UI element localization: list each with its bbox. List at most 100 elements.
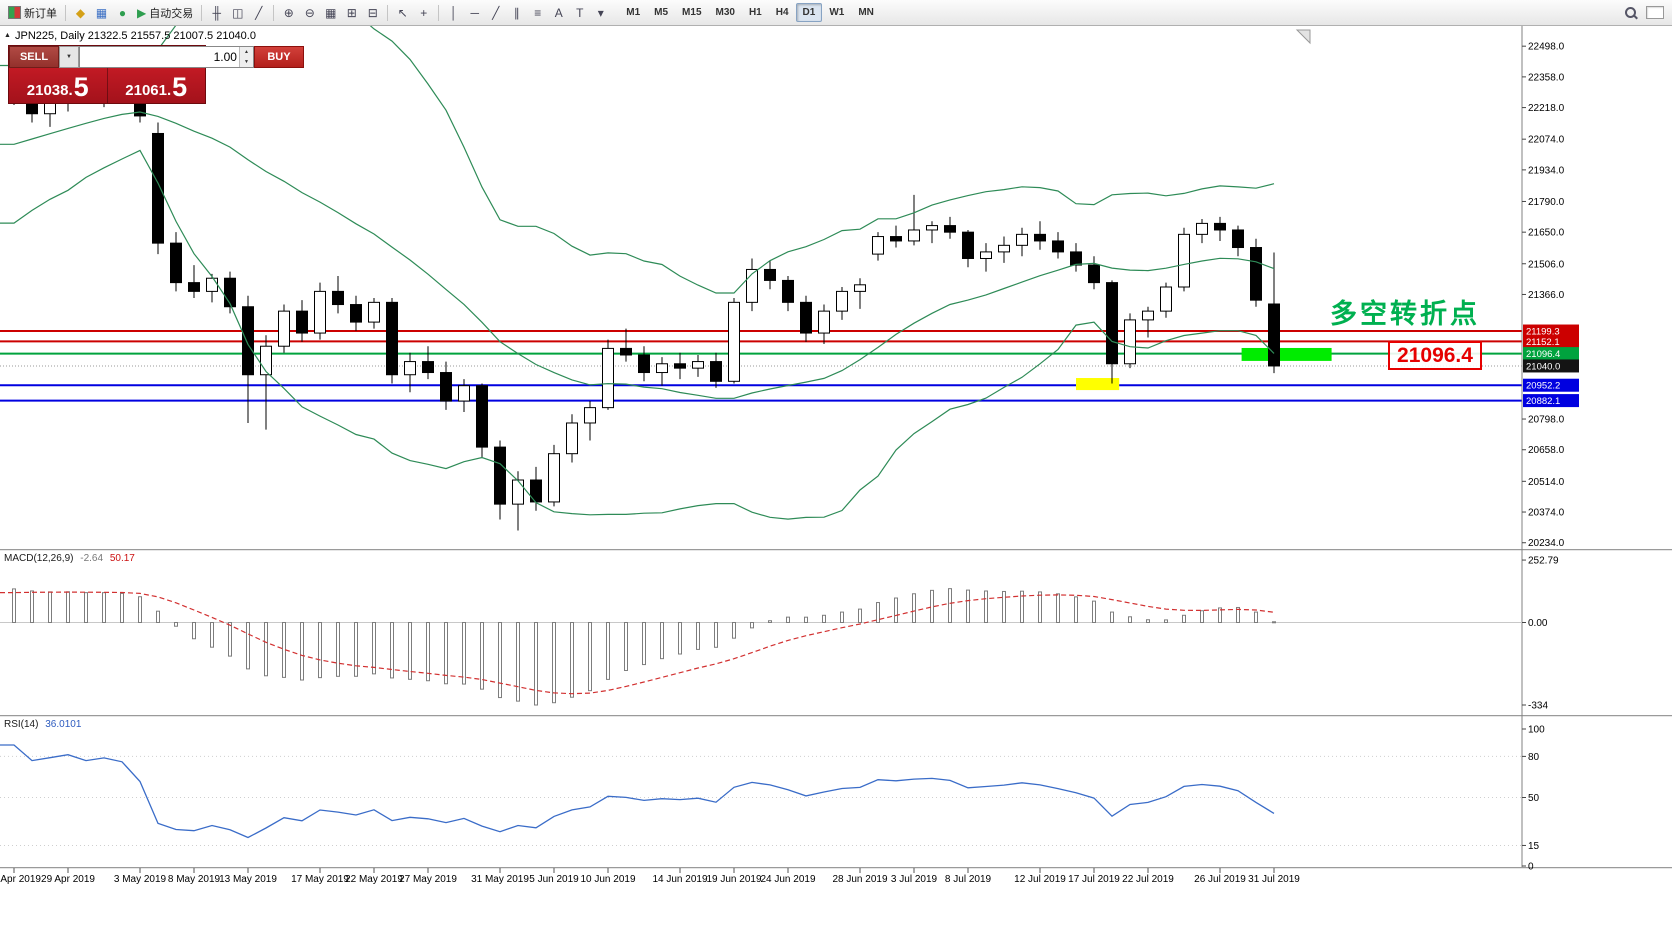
volume-up-button[interactable]: ▲	[239, 47, 253, 57]
market-watch-button[interactable]: ●	[112, 2, 133, 23]
ohlc-bars-button[interactable]: ╫	[206, 2, 227, 23]
shapes-button[interactable]: ▾	[590, 2, 611, 23]
svg-text:21934.0: 21934.0	[1528, 165, 1565, 176]
candlestick-icon: ◫	[232, 5, 244, 20]
svg-text:21506.0: 21506.0	[1528, 259, 1565, 270]
price-tag-21096.4	[1523, 347, 1579, 361]
zoom-in-button[interactable]: ⊕	[278, 2, 299, 23]
volume-spinner: ▲ ▼	[238, 47, 253, 67]
chart-shift-marker	[1295, 29, 1311, 45]
timeframe-m1[interactable]: M1	[619, 3, 647, 22]
cascade-windows-button[interactable]: ⊟	[362, 2, 383, 23]
svg-text:22218.0: 22218.0	[1528, 103, 1565, 114]
svg-text:26 Jul 2019: 26 Jul 2019	[1194, 874, 1246, 885]
bollinger-lower-line	[0, 149, 1275, 520]
macd-signal-line	[0, 591, 1275, 695]
ohlc-bars-icon: ╫	[212, 5, 221, 20]
volume-down-button[interactable]: ▼	[239, 57, 253, 67]
buy-button[interactable]: BUY	[253, 46, 304, 68]
macd-main-value: -2.64	[80, 553, 104, 564]
sell-button[interactable]: SELL	[9, 46, 59, 68]
svg-text:80: 80	[1528, 752, 1540, 763]
fibonacci-button[interactable]: ≡	[527, 2, 548, 23]
toolbar-separator	[201, 4, 203, 21]
svg-text:28 Jun 2019: 28 Jun 2019	[832, 874, 887, 885]
rsi-value: 36.0101	[45, 719, 82, 730]
candlestick-button[interactable]: ◫	[227, 2, 248, 23]
timeframe-mn[interactable]: MN	[851, 3, 881, 22]
bollinger-middle-line	[0, 111, 1275, 399]
channel-button[interactable]: ∥	[506, 2, 527, 23]
svg-text:20952.2: 20952.2	[1526, 381, 1560, 392]
buy-price[interactable]: 21061. 5	[106, 68, 206, 103]
timeframe-bar: M1 M5 M15 M30 H1 H4 D1 W1 MN	[619, 3, 881, 22]
line-chart-icon: ╱	[255, 5, 263, 20]
buy-price-big: 5	[172, 72, 188, 103]
timeframe-d1[interactable]: D1	[795, 3, 823, 22]
svg-text:24 Apr 2019: 24 Apr 2019	[0, 874, 41, 885]
text-button[interactable]: A	[548, 2, 569, 23]
macd-name: MACD(12,26,9)	[4, 553, 74, 564]
svg-text:252.79: 252.79	[1528, 556, 1559, 567]
price-tag-20882.1	[1523, 394, 1579, 408]
svg-text:-334: -334	[1528, 700, 1548, 711]
svg-text:14 Jun 2019: 14 Jun 2019	[652, 874, 707, 885]
svg-text:0.00: 0.00	[1528, 618, 1548, 629]
order-type-dropdown[interactable]: ▼	[59, 46, 79, 68]
command-box[interactable]	[1646, 6, 1664, 19]
crosshair-button[interactable]: +	[413, 2, 434, 23]
svg-text:12 Jul 2019: 12 Jul 2019	[1014, 874, 1066, 885]
trendline-button[interactable]: ╱	[485, 2, 506, 23]
toolbar-separator	[65, 4, 66, 21]
horizontal-line-button[interactable]: ─	[464, 2, 485, 23]
svg-text:20882.1: 20882.1	[1526, 396, 1560, 407]
profiles-button[interactable]: ◆	[70, 2, 91, 23]
svg-text:22 Jul 2019: 22 Jul 2019	[1122, 874, 1174, 885]
svg-text:22498.0: 22498.0	[1528, 42, 1565, 53]
timeframe-h4[interactable]: H4	[769, 3, 796, 22]
price-tag-21199.3	[1523, 324, 1579, 338]
zoom-out-button[interactable]: ⊖	[299, 2, 320, 23]
vertical-line-button[interactable]: │	[443, 2, 464, 23]
line-chart-button[interactable]: ╱	[248, 2, 269, 23]
collapse-chart-icon[interactable]: ▲	[4, 32, 11, 39]
volume-input[interactable]	[79, 47, 239, 67]
new-order-button[interactable]: 新订单	[4, 2, 61, 23]
tile-windows-button[interactable]: ⊞	[341, 2, 362, 23]
toolbar-separator	[387, 4, 389, 21]
channel-icon: ∥	[513, 5, 520, 20]
autotrading-icon: ▶	[137, 5, 147, 20]
timeframe-w1[interactable]: W1	[822, 3, 851, 22]
toolbar-separator	[273, 4, 275, 21]
charts-button[interactable]: ▦	[91, 2, 112, 23]
timeframe-m5[interactable]: M5	[647, 3, 675, 22]
svg-text:10 Jun 2019: 10 Jun 2019	[580, 874, 635, 885]
timeframe-h1[interactable]: H1	[742, 3, 769, 22]
svg-text:20658.0: 20658.0	[1528, 445, 1565, 456]
new-order-icon	[8, 6, 21, 19]
label-button[interactable]: T	[569, 2, 590, 23]
svg-text:24 Jun 2019: 24 Jun 2019	[760, 874, 815, 885]
svg-text:27 May 2019: 27 May 2019	[399, 874, 457, 885]
price-tag-21040.0	[1523, 359, 1579, 373]
svg-text:50: 50	[1528, 793, 1540, 804]
sell-price[interactable]: 21038. 5	[9, 68, 107, 103]
timeframe-m15[interactable]: M15	[675, 3, 708, 22]
svg-text:13 May 2019: 13 May 2019	[219, 874, 277, 885]
svg-text:8 May 2019: 8 May 2019	[168, 874, 221, 885]
one-click-trading-panel: SELL ▼ ▲ ▼ BUY 21038. 5 21061. 5	[8, 45, 304, 104]
svg-text:21199.3: 21199.3	[1526, 327, 1560, 338]
svg-text:21790.0: 21790.0	[1528, 197, 1565, 208]
grid-button[interactable]: ▦	[320, 2, 341, 23]
svg-text:17 May 2019: 17 May 2019	[291, 874, 349, 885]
cursor-button[interactable]: ↖	[392, 2, 413, 23]
autotrading-button[interactable]: ▶ 自动交易	[133, 2, 197, 23]
svg-text:5 Jun 2019: 5 Jun 2019	[529, 874, 579, 885]
search-button[interactable]	[1620, 2, 1641, 23]
zoom-in-icon: ⊕	[283, 5, 294, 20]
timeframe-m30[interactable]: M30	[709, 3, 742, 22]
trade-controls-row: SELL ▼ ▲ ▼ BUY	[9, 46, 304, 68]
svg-text:15: 15	[1528, 841, 1540, 852]
